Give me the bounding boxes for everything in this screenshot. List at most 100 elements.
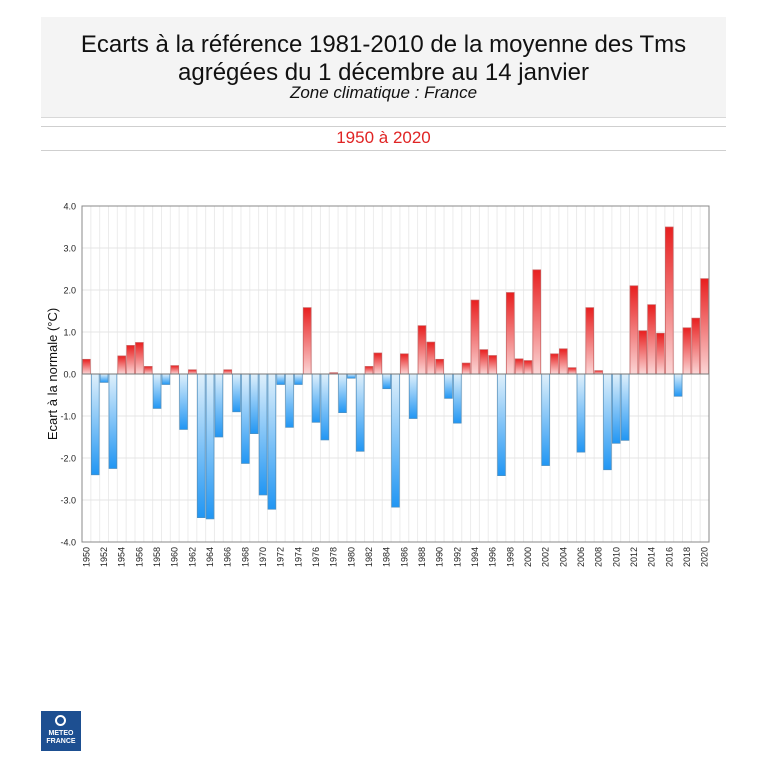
y-tick-label: 4.0 (63, 202, 76, 212)
bar (479, 349, 489, 375)
x-tick-label: 2004 (558, 547, 568, 567)
bar (347, 373, 356, 379)
x-tick-label: 1954 (117, 547, 127, 567)
bar (391, 373, 400, 508)
bar (364, 366, 374, 375)
x-tick-label: 1998 (505, 547, 515, 567)
bar (249, 373, 259, 434)
bar (188, 369, 197, 375)
bar (629, 285, 639, 375)
y-tick-label: 1.0 (63, 328, 76, 338)
bar (294, 373, 303, 385)
bar (99, 373, 109, 383)
bar (453, 373, 462, 424)
bar (559, 348, 568, 375)
bar (656, 332, 665, 375)
x-tick-label: 1986 (399, 547, 409, 567)
bar (90, 373, 100, 476)
x-tick-label: 1970 (258, 547, 268, 567)
bar (400, 353, 409, 375)
x-tick-label: 1958 (152, 547, 162, 567)
y-tick-label: -2.0 (60, 454, 76, 464)
bar (700, 278, 709, 375)
plot-frame (81, 205, 710, 543)
divider-bottom (41, 150, 726, 151)
bar (691, 317, 701, 375)
bar (603, 373, 612, 471)
bar (179, 373, 188, 430)
bar (320, 373, 330, 441)
x-tick-label: 2002 (541, 547, 551, 567)
x-tick-label: 1976 (311, 547, 321, 567)
x-tick-label: 1952 (99, 547, 109, 567)
x-tick-label: 2020 (700, 547, 710, 567)
bar (161, 373, 171, 385)
x-tick-label: 2018 (682, 547, 692, 567)
x-tick-label: 1984 (382, 547, 392, 567)
bar (117, 355, 127, 375)
bar (514, 358, 524, 375)
bar (408, 373, 418, 419)
bar (497, 373, 506, 476)
x-tick-label: 2008 (594, 547, 604, 567)
bar (276, 373, 285, 385)
bar (338, 373, 347, 413)
bar (241, 373, 250, 464)
x-tick-label: 2000 (523, 547, 533, 567)
bar (647, 304, 656, 375)
x-tick-label: 1992 (452, 547, 462, 567)
x-tick-label: 2006 (576, 547, 586, 567)
bar (541, 373, 550, 466)
bar (612, 373, 621, 444)
bar (576, 373, 586, 453)
period-label: 1950 à 2020 (336, 128, 431, 147)
y-tick-label: 0.0 (63, 370, 76, 380)
bar (223, 369, 232, 375)
bar (126, 345, 135, 375)
bar (302, 307, 312, 375)
y-tick-label: 2.0 (63, 286, 76, 296)
x-tick-label: 1974 (293, 547, 303, 567)
bar (152, 373, 162, 409)
x-tick-label: 1950 (81, 547, 91, 567)
divider-top (41, 126, 726, 127)
y-axis-label: Ecart à la normale (°C) (45, 308, 60, 440)
bar (638, 330, 648, 375)
bar (488, 355, 497, 375)
y-tick-label: -1.0 (60, 412, 76, 422)
x-tick-label: 2016 (664, 547, 674, 567)
bar (426, 341, 436, 375)
bar (205, 373, 215, 520)
bar (444, 373, 453, 399)
x-tick-label: 1994 (470, 547, 480, 567)
x-tick-label: 2012 (629, 547, 639, 567)
bar (258, 373, 268, 496)
bar (523, 360, 533, 375)
bar (664, 226, 674, 375)
meteo-france-logo: METEO FRANCE (41, 711, 81, 751)
bar (585, 307, 595, 375)
x-tick-label: 2010 (611, 547, 621, 567)
bar (214, 373, 224, 438)
bar (143, 366, 153, 375)
header-panel (41, 17, 726, 118)
x-tick-label: 1996 (488, 547, 498, 567)
bar (435, 358, 444, 375)
y-tick-label: -4.0 (60, 538, 76, 548)
y-tick-label: -3.0 (60, 496, 76, 506)
x-tick-label: 1972 (276, 547, 286, 567)
bar (532, 269, 542, 375)
y-tick-label: 3.0 (63, 244, 76, 254)
bar (82, 358, 91, 375)
chart-title: Ecarts à la référence 1981-2010 de la mo… (80, 31, 687, 86)
logo-icon (55, 715, 66, 726)
x-tick-label: 1988 (417, 547, 427, 567)
bar (196, 373, 206, 518)
x-tick-label: 1966 (223, 547, 233, 567)
bar (170, 365, 179, 375)
logo-text-line1: METEO (48, 730, 74, 737)
bar (673, 373, 683, 397)
bar (355, 373, 365, 452)
bar (461, 362, 471, 375)
